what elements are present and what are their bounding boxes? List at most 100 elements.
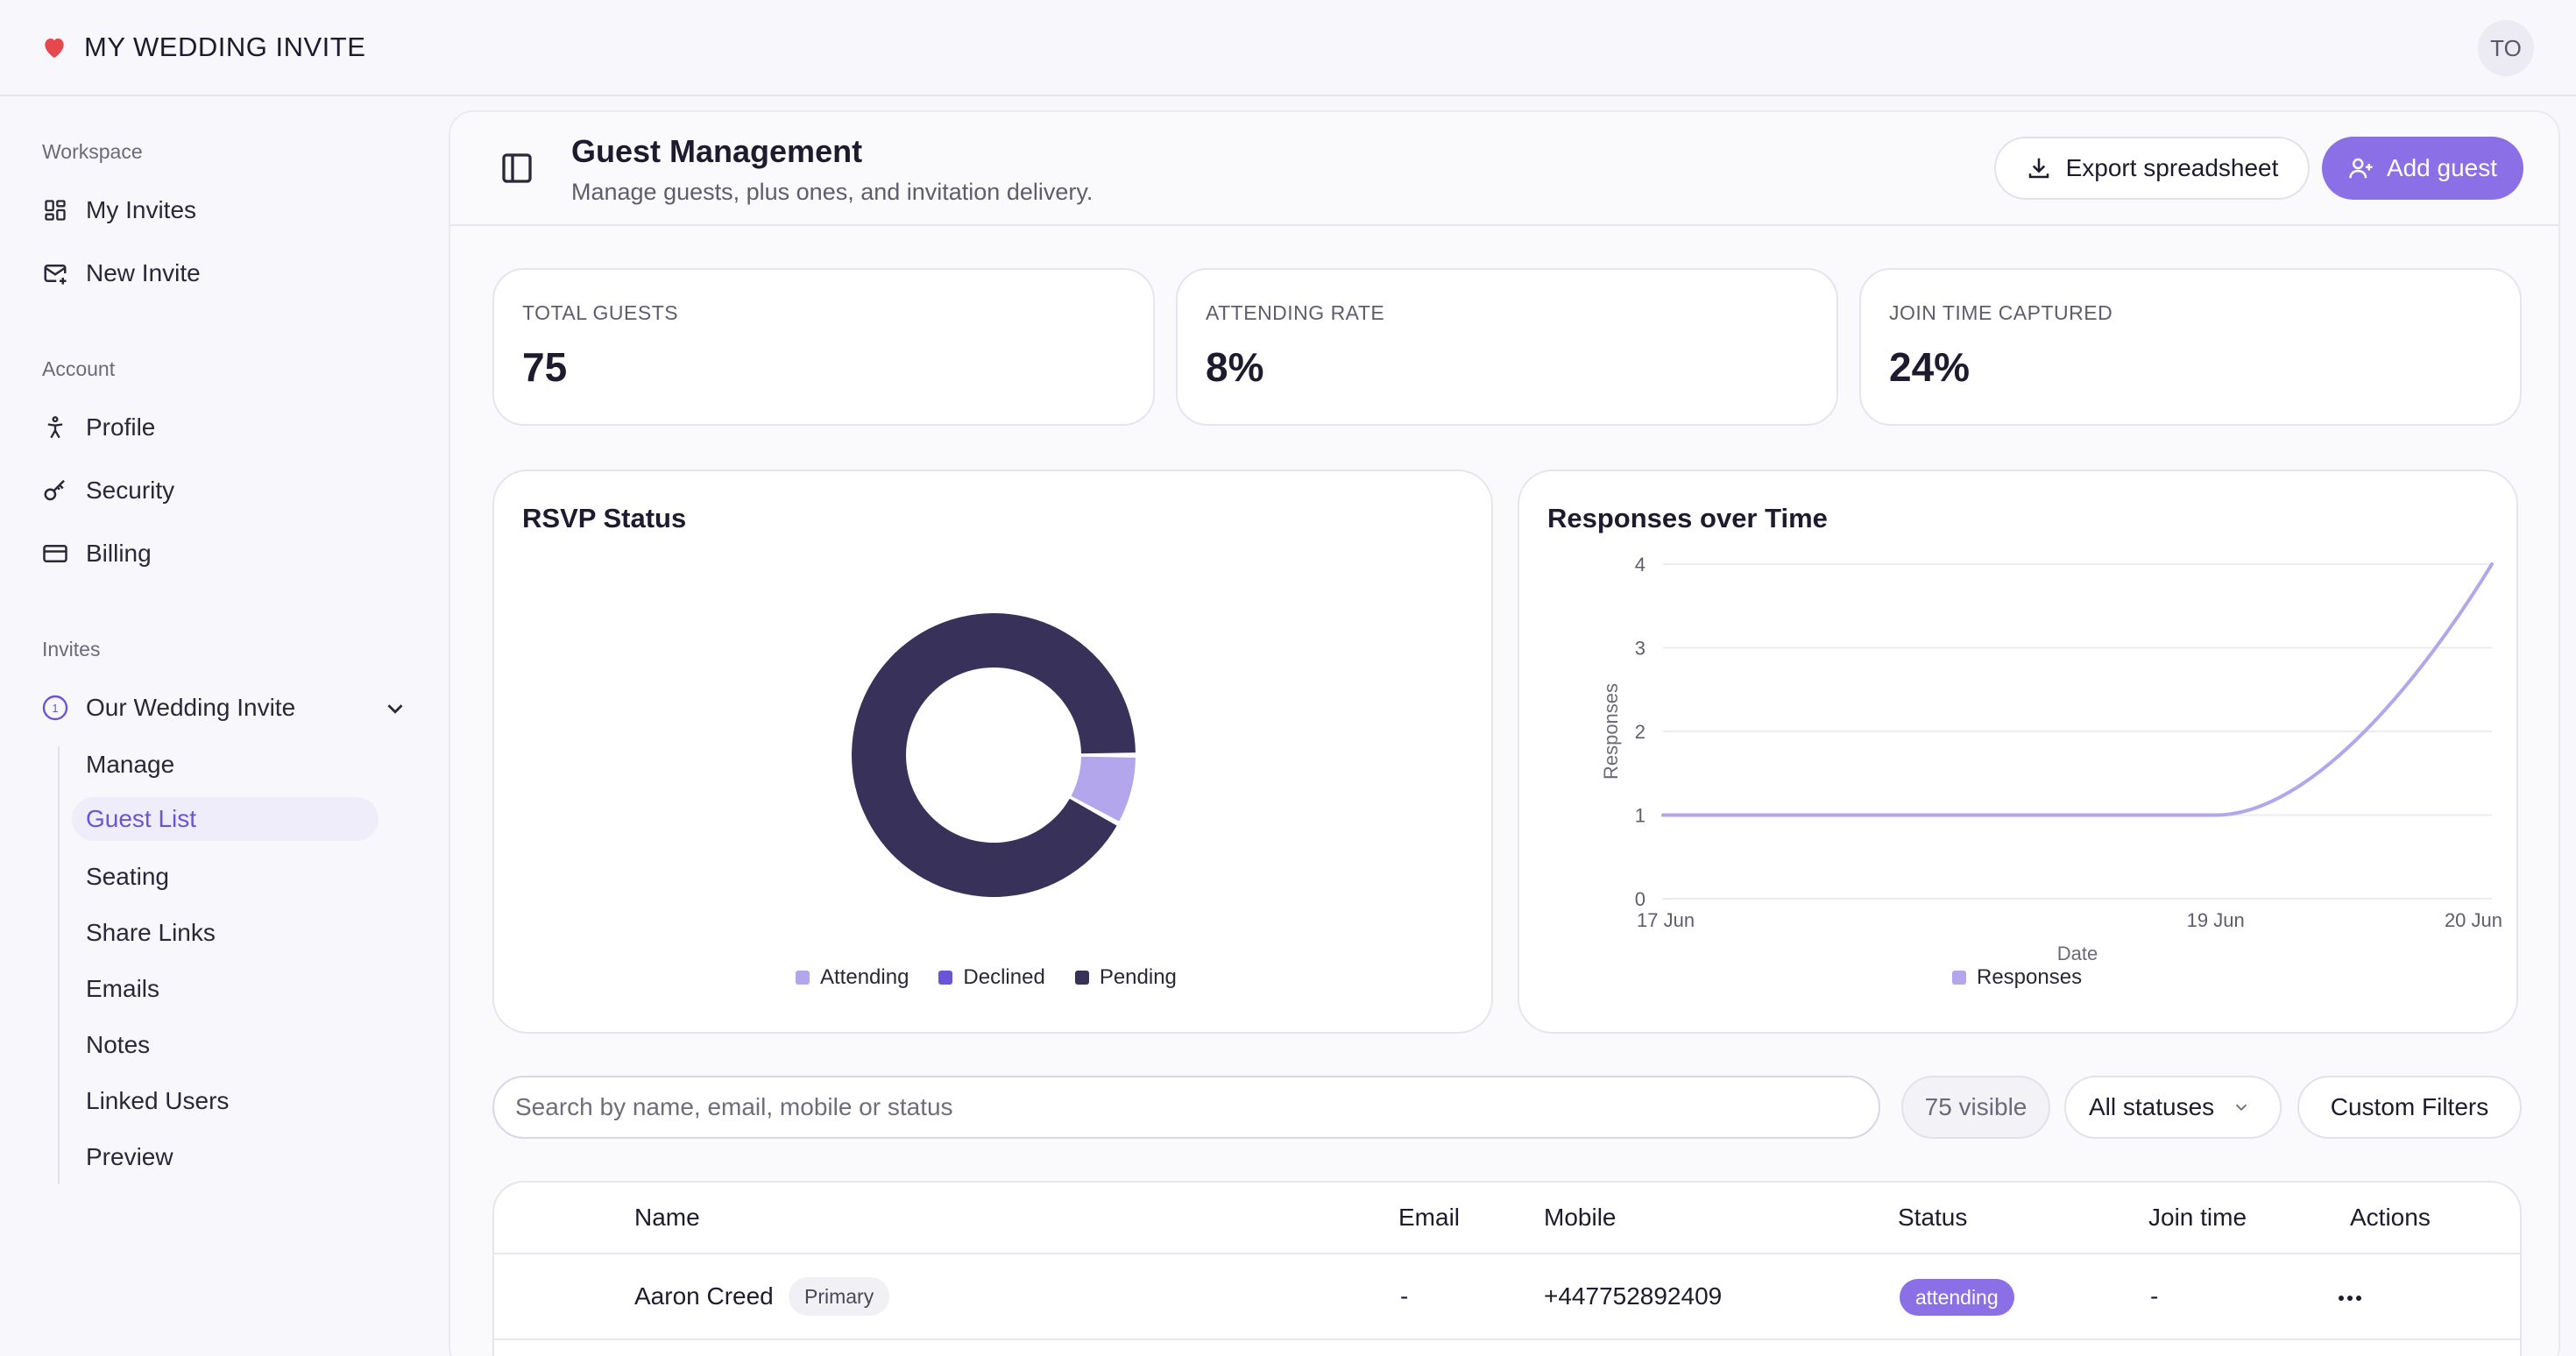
stat-card-total-guests: TOTAL GUESTS 75 xyxy=(492,268,1155,426)
export-spreadsheet-button[interactable]: Export spreadsheet xyxy=(1994,137,2310,200)
avatar[interactable]: TO xyxy=(2478,20,2534,76)
sidebar-item-profile[interactable]: Profile xyxy=(40,406,155,448)
y-tick-label: 0 xyxy=(1635,888,1645,910)
sidebar-item-label: New Invite xyxy=(86,259,201,286)
legend-label: Attending xyxy=(820,965,909,989)
legend-item-declined[interactable]: Declined xyxy=(938,965,1045,990)
chevron-down-icon[interactable] xyxy=(382,696,408,722)
donut-slice-pending[interactable] xyxy=(852,612,1136,897)
download-icon xyxy=(2026,155,2052,181)
legend-swatch xyxy=(796,971,810,985)
legend-item-pending[interactable]: Pending xyxy=(1074,965,1177,990)
legend-item-attending[interactable]: Attending xyxy=(796,965,909,990)
subnav-share-links[interactable]: Share Links xyxy=(86,919,216,946)
guest-email: - xyxy=(1400,1282,1409,1310)
page-title: Guest Management xyxy=(571,133,863,169)
app-title: MY WEDDING INVITE xyxy=(84,32,366,62)
legend-label: Pending xyxy=(1099,965,1177,989)
stat-value: 75 xyxy=(522,344,568,390)
mail-plus-icon xyxy=(40,258,70,288)
add-guest-button[interactable]: Add guest xyxy=(2322,137,2523,200)
sidebar-item-billing[interactable]: Billing xyxy=(40,533,152,575)
legend-label: Declined xyxy=(963,965,1045,989)
custom-filters-button[interactable]: Custom Filters xyxy=(2297,1076,2522,1139)
primary-tag: Primary xyxy=(789,1277,890,1316)
y-tick-label: 2 xyxy=(1635,721,1645,743)
guest-mobile: +447752892409 xyxy=(1544,1282,1723,1310)
y-axis-label: Responses xyxy=(1600,683,1622,780)
x-tick-label: 20 Jun xyxy=(2445,909,2502,931)
submenu-guide-line xyxy=(58,746,60,1184)
chart-title: RSVP Status xyxy=(522,503,687,533)
column-header-name[interactable]: Name xyxy=(634,1204,700,1231)
rsvp-legend: Attending Declined Pending xyxy=(796,965,1177,990)
main-panel: Guest Management Manage guests, plus one… xyxy=(449,110,2560,1356)
subnav-linked-users[interactable]: Linked Users xyxy=(86,1087,230,1114)
stat-label: JOIN TIME CAPTURED xyxy=(1889,301,2113,324)
heart-icon xyxy=(40,33,68,61)
subnav-emails[interactable]: Emails xyxy=(86,975,160,1002)
sidebar-item-label: Profile xyxy=(86,413,156,441)
sidebar-item-label: My Invites xyxy=(86,196,197,223)
numbered-circle-icon: 1 xyxy=(40,693,70,723)
top-bar: MY WEDDING INVITE TO xyxy=(0,0,2576,96)
x-tick-label: 17 Jun xyxy=(1637,909,1695,931)
subnav-seating[interactable]: Seating xyxy=(86,863,169,890)
table-row[interactable]: Aaron Creed Primary - +447752892409 atte… xyxy=(494,1256,2520,1340)
sidebar-item-security[interactable]: Security xyxy=(40,470,174,512)
export-button-label: Export spreadsheet xyxy=(2065,154,2279,181)
stat-label: ATTENDING RATE xyxy=(1206,301,1385,324)
subnav-guest-list[interactable]: Guest List xyxy=(72,797,379,841)
sidebar-item-new-invite[interactable]: New Invite xyxy=(40,252,201,294)
donut-slice-attending[interactable] xyxy=(1071,756,1136,822)
sidebar-item-label: Our Wedding Invite xyxy=(86,694,296,721)
legend-label: Responses xyxy=(1977,965,2083,989)
search-input[interactable] xyxy=(492,1076,1880,1139)
user-plus-icon xyxy=(2348,155,2374,181)
responses-legend: Responses xyxy=(1952,965,2082,990)
sidebar-item-our-wedding-invite[interactable]: 1 Our Wedding Invite xyxy=(40,687,295,729)
grid-icon xyxy=(40,195,70,225)
x-axis-label: Date xyxy=(2057,943,2098,962)
key-icon xyxy=(40,476,70,505)
invite-badge-number: 1 xyxy=(52,702,58,715)
column-header-status[interactable]: Status xyxy=(1898,1204,1968,1231)
column-header-mobile[interactable]: Mobile xyxy=(1544,1204,1617,1231)
sidebar-section-account: Account xyxy=(42,357,116,380)
add-guest-label: Add guest xyxy=(2386,154,2498,181)
visible-count-badge: 75 visible xyxy=(1901,1076,2050,1139)
subnav-preview[interactable]: Preview xyxy=(86,1143,173,1170)
credit-card-icon xyxy=(40,539,70,569)
stat-label: TOTAL GUESTS xyxy=(522,301,679,324)
column-header-email[interactable]: Email xyxy=(1398,1204,1461,1231)
sidebar-toggle-icon[interactable] xyxy=(499,151,534,186)
rsvp-status-card: RSVP Status Attending Declined Pending xyxy=(492,470,1493,1034)
chart-title: Responses over Time xyxy=(1547,503,1828,533)
status-badge: attending xyxy=(1900,1279,2014,1316)
status-filter-select[interactable]: All statuses xyxy=(2064,1076,2282,1139)
legend-item-responses[interactable]: Responses xyxy=(1952,965,2082,990)
legend-swatch xyxy=(938,971,953,985)
page-subtitle: Manage guests, plus ones, and invitation… xyxy=(571,179,1093,205)
y-tick-label: 4 xyxy=(1635,554,1645,576)
page-header: Guest Management Manage guests, plus one… xyxy=(450,112,2558,226)
subnav-manage[interactable]: Manage xyxy=(86,751,175,778)
brand[interactable]: MY WEDDING INVITE xyxy=(40,32,365,63)
person-icon xyxy=(40,413,70,442)
sidebar-item-my-invites[interactable]: My Invites xyxy=(40,189,196,231)
column-header-join-time[interactable]: Join time xyxy=(2148,1204,2247,1231)
guest-join-time: - xyxy=(2150,1282,2159,1310)
sidebar: Workspace My Invites New Invite Account … xyxy=(0,96,447,1356)
y-tick-label: 3 xyxy=(1635,638,1645,660)
stat-card-attending-rate: ATTENDING RATE 8% xyxy=(1176,268,1838,426)
legend-swatch xyxy=(1074,971,1089,985)
chevron-down-icon xyxy=(2232,1098,2251,1117)
stat-card-join-time-captured: JOIN TIME CAPTURED 24% xyxy=(1859,268,2522,426)
sidebar-section-workspace: Workspace xyxy=(42,140,143,163)
series-line-responses xyxy=(1661,562,2494,817)
guest-table: Name Email Mobile Status Join time Actio… xyxy=(492,1181,2522,1356)
legend-swatch xyxy=(1952,971,1966,985)
more-actions-icon[interactable] xyxy=(2332,1282,2367,1314)
subnav-notes[interactable]: Notes xyxy=(86,1031,151,1058)
sidebar-item-label: Billing xyxy=(86,540,152,567)
